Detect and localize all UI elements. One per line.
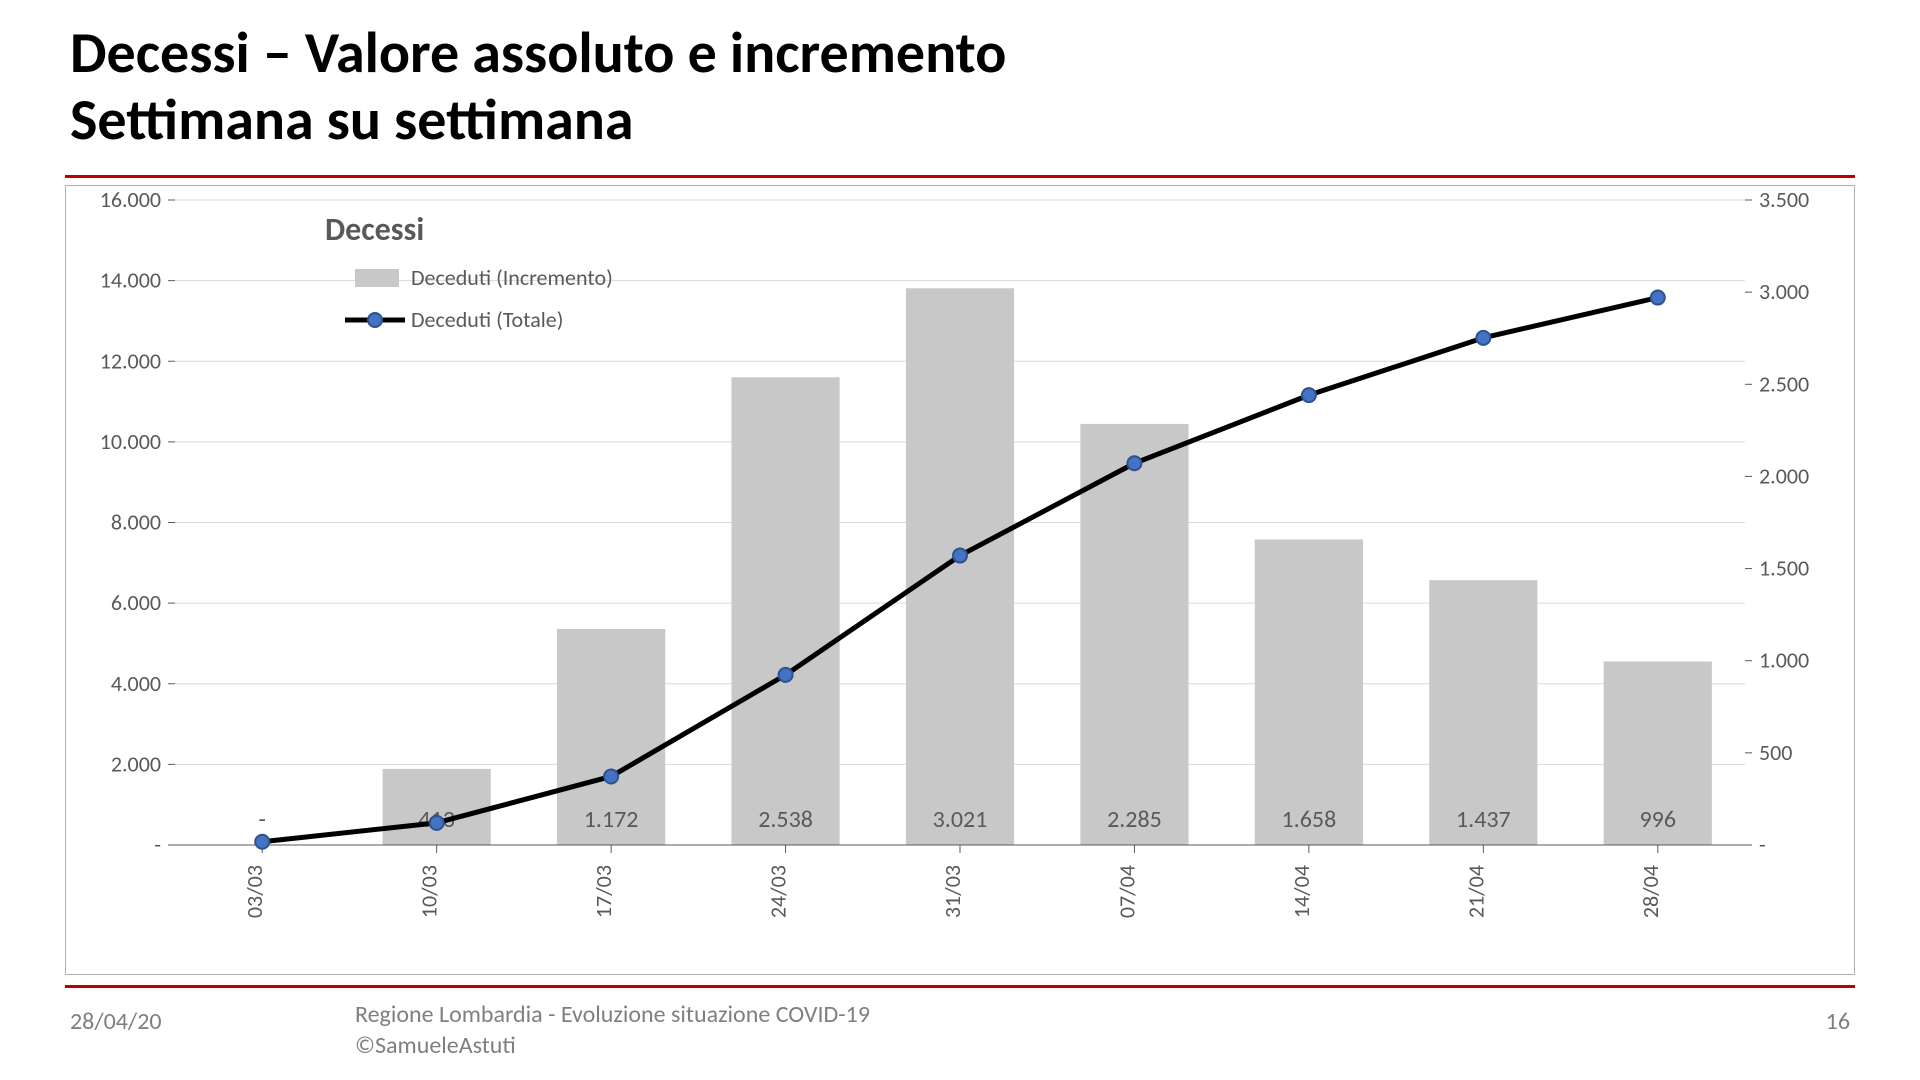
bottom-rule xyxy=(65,985,1855,988)
right-axis-label: 3.000 xyxy=(1759,278,1809,305)
footer-source-line2: ©SamueleAstuti xyxy=(355,1031,516,1060)
x-axis-label: 14/04 xyxy=(1288,865,1315,918)
footer-source-line1: Regione Lombardia - Evoluzione situazion… xyxy=(355,1000,870,1029)
bar-value-label: 1.658 xyxy=(1282,805,1337,834)
bar xyxy=(906,288,1014,845)
bar-value-label: 2.538 xyxy=(758,805,813,834)
bar-value-label: 996 xyxy=(1640,805,1677,834)
bar-value-label: 1.437 xyxy=(1456,805,1511,834)
left-axis-label: - xyxy=(154,831,161,858)
chart-container: - 2.000 4.000 6.000 8.000 10.000 12.000 14.000 1… xyxy=(65,185,1855,975)
line-marker xyxy=(1302,388,1316,402)
legend-title: Decessi xyxy=(325,210,424,249)
right-axis-label: 1.500 xyxy=(1759,555,1809,582)
footer-page: 16 xyxy=(1826,1007,1850,1036)
bar xyxy=(731,377,839,845)
left-axis-label: 2.000 xyxy=(111,750,161,777)
line-marker xyxy=(1476,331,1490,345)
left-axis-label: 10.000 xyxy=(100,428,161,455)
right-axis-label: 1.000 xyxy=(1759,647,1809,674)
left-axis-label: 8.000 xyxy=(111,509,161,536)
x-axis-label: 24/03 xyxy=(765,865,792,918)
left-axis-label: 4.000 xyxy=(111,670,161,697)
left-axis-label: 16.000 xyxy=(100,186,161,213)
bar-value-label: - xyxy=(259,805,266,834)
legend-swatch-bar xyxy=(355,269,399,287)
x-axis-label: 03/03 xyxy=(241,865,268,918)
footer-source: Regione Lombardia - Evoluzione situazion… xyxy=(355,999,870,1061)
footer-date: 28/04/20 xyxy=(70,1007,162,1036)
line-marker xyxy=(430,816,444,830)
right-axis-label: 3.500 xyxy=(1759,186,1809,213)
x-axis-label: 07/04 xyxy=(1113,865,1140,918)
legend-label: Deceduti (Incremento) xyxy=(411,264,613,291)
bar xyxy=(1255,539,1363,845)
footer: 28/04/20 Regione Lombardia - Evoluzione … xyxy=(0,995,1920,1065)
right-axis-label: - xyxy=(1759,831,1766,858)
line-marker xyxy=(1127,456,1141,470)
line-marker xyxy=(779,668,793,682)
x-axis-label: 28/04 xyxy=(1637,865,1664,918)
bar-value-label: 3.021 xyxy=(933,805,988,834)
left-axis-label: 14.000 xyxy=(100,267,161,294)
legend-label: Deceduti (Totale) xyxy=(411,306,563,333)
bar xyxy=(1080,424,1188,845)
title-line-2: Settimana su settimana xyxy=(70,84,634,155)
x-axis-label: 31/03 xyxy=(939,865,966,918)
line-marker xyxy=(1651,291,1665,305)
line-marker xyxy=(255,835,269,849)
line-marker xyxy=(953,549,967,563)
slide-title: Decessi – Valore assoluto e incremento S… xyxy=(70,20,1006,153)
legend-swatch-marker xyxy=(368,313,382,327)
line-marker xyxy=(604,769,618,783)
title-line-1: Decessi – Valore assoluto e incremento xyxy=(70,17,1006,88)
chart-svg: - 2.000 4.000 6.000 8.000 10.000 12.000 14.000 1… xyxy=(65,185,1855,975)
x-axis-label: 17/03 xyxy=(590,865,617,918)
right-axis-label: 2.500 xyxy=(1759,370,1809,397)
x-axis-label: 10/03 xyxy=(416,865,443,918)
right-axis-label: 2.000 xyxy=(1759,462,1809,489)
left-axis-label: 6.000 xyxy=(111,589,161,616)
top-rule xyxy=(65,175,1855,178)
left-axis-label: 12.000 xyxy=(100,347,161,374)
x-axis-label: 21/04 xyxy=(1462,865,1489,918)
bar-value-label: 1.172 xyxy=(584,805,639,834)
bar-value-label: 2.285 xyxy=(1107,805,1162,834)
right-axis-label: 500 xyxy=(1759,739,1792,766)
